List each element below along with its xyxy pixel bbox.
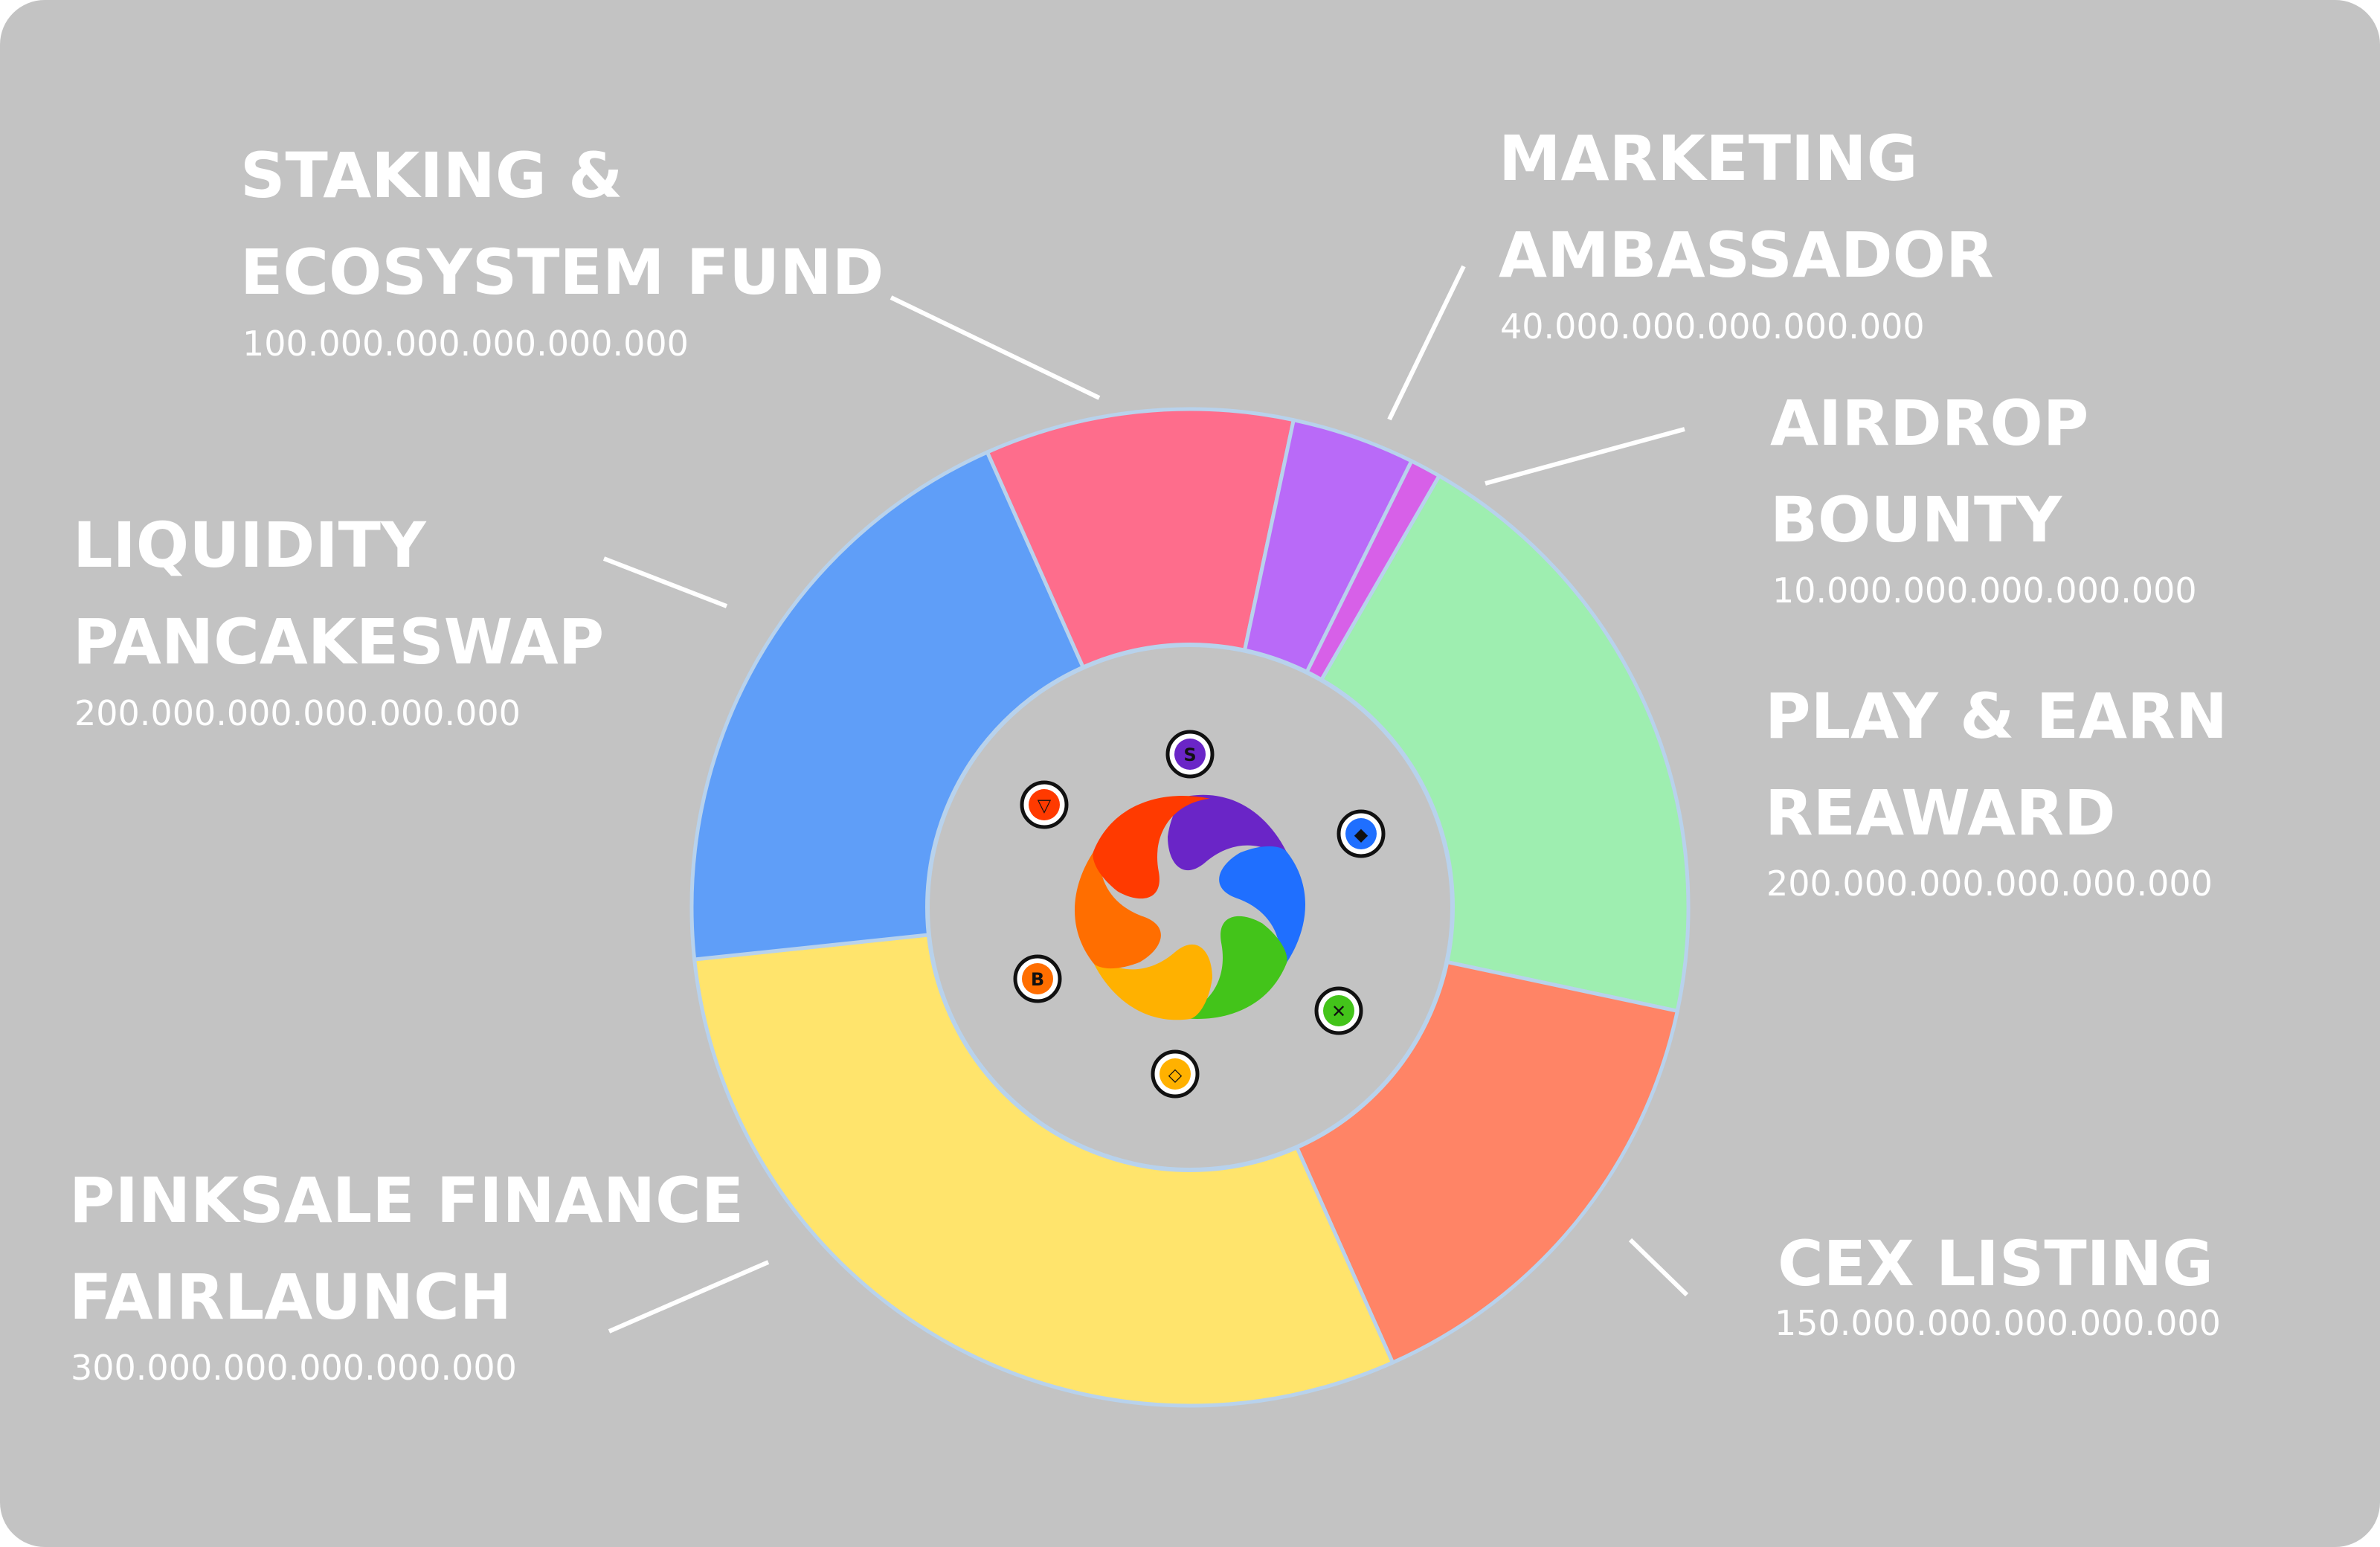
svg-text:✕: ✕ — [1331, 1001, 1346, 1022]
label-staking-line1: STAKING & — [240, 139, 623, 212]
label-staking-line2: ECOSYSTEM FUND — [240, 236, 884, 309]
tron-coin-icon: ▽ — [1020, 780, 1069, 829]
leader-liquidity — [602, 556, 728, 608]
label-marketing: MARKETING AMBASSADOR 40.000.000.000.000.… — [1499, 122, 1994, 347]
label-play-earn: PLAY & EARN REAWARD 200.000.000.000.000.… — [1765, 680, 2228, 904]
label-liquidity-line1: LIQUIDITY — [73, 509, 427, 582]
leader-lines — [602, 265, 1689, 1334]
label-airdrop-amount: 10.000.000.000.000.000 — [1772, 570, 2197, 611]
svg-text:◇: ◇ — [1168, 1064, 1183, 1085]
label-liquidity: LIQUIDITY PANCAKESWAP 200.000.000.000.00… — [73, 509, 604, 733]
svg-text:B: B — [1031, 969, 1044, 990]
label-staking: STAKING & ECOSYSTEM FUND 100.000.000.000… — [240, 139, 884, 364]
leader-staking — [890, 295, 1101, 400]
label-liquidity-line2: PANCAKESWAP — [73, 605, 604, 678]
bitcoin-coin-icon: B — [1013, 954, 1062, 1003]
leader-marketing — [1387, 265, 1466, 421]
label-cex: CEX LISTING 150.000.000.000.000.000 — [1775, 1227, 2221, 1343]
swirl-petal — [1074, 835, 1161, 969]
xrp-coin-icon: ✕ — [1314, 986, 1363, 1035]
label-liquidity-amount: 200.000.000.000.000.000 — [74, 693, 521, 733]
segment-labels: STAKING & ECOSYSTEM FUND 100.000.000.000… — [69, 122, 2228, 1388]
ethereum-coin-icon: ◆ — [1337, 809, 1386, 858]
solana-coin-icon: S — [1165, 730, 1215, 779]
label-airdrop-line1: AIRDROP — [1770, 387, 2088, 460]
swirl-petal — [1170, 916, 1287, 1020]
donut-center — [925, 643, 1455, 1172]
label-cex-amount: 150.000.000.000.000.000 — [1775, 1303, 2221, 1343]
label-airdrop: AIRDROP BOUNTY 10.000.000.000.000.000 — [1770, 387, 2197, 611]
swirl-petal — [1219, 846, 1306, 980]
leader-pinksale — [608, 1260, 770, 1334]
swirl-petal — [1168, 794, 1294, 871]
label-pinksale-line2: FAIRLAUNCH — [69, 1261, 512, 1334]
swirl-petal — [1086, 944, 1212, 1020]
label-play-earn-line1: PLAY & EARN — [1765, 680, 2228, 753]
leader-cex — [1628, 1238, 1689, 1297]
multicolor-swirl-logo: S ◆ ✕ ◇ B ▽ — [1013, 730, 1386, 1099]
label-marketing-line1: MARKETING — [1499, 122, 1918, 195]
svg-text:◆: ◆ — [1354, 824, 1368, 845]
label-cex-line1: CEX LISTING — [1778, 1227, 2213, 1300]
svg-text:▽: ▽ — [1038, 795, 1052, 816]
label-marketing-line2: AMBASSADOR — [1499, 219, 1994, 292]
label-pinksale: PINKSALE FINANCE FAIRLAUNCH 300.000.000.… — [69, 1164, 744, 1388]
label-pinksale-amount: 300.000.000.000.000.000 — [71, 1348, 517, 1388]
label-play-earn-amount: 200.000.000.000.000.000 — [1766, 863, 2213, 904]
leader-airdrop — [1485, 427, 1685, 486]
bnb-coin-icon: ◇ — [1151, 1049, 1200, 1099]
label-play-earn-line2: REAWARD — [1765, 776, 2116, 849]
label-staking-amount: 100.000.000.000.000.000 — [242, 324, 689, 364]
svg-text:S: S — [1183, 744, 1196, 765]
label-pinksale-line1: PINKSALE FINANCE — [69, 1164, 744, 1237]
label-airdrop-line2: BOUNTY — [1770, 483, 2062, 556]
label-marketing-amount: 40.000.000.000.000.000 — [1500, 306, 1925, 347]
swirl-petal — [1093, 795, 1210, 899]
